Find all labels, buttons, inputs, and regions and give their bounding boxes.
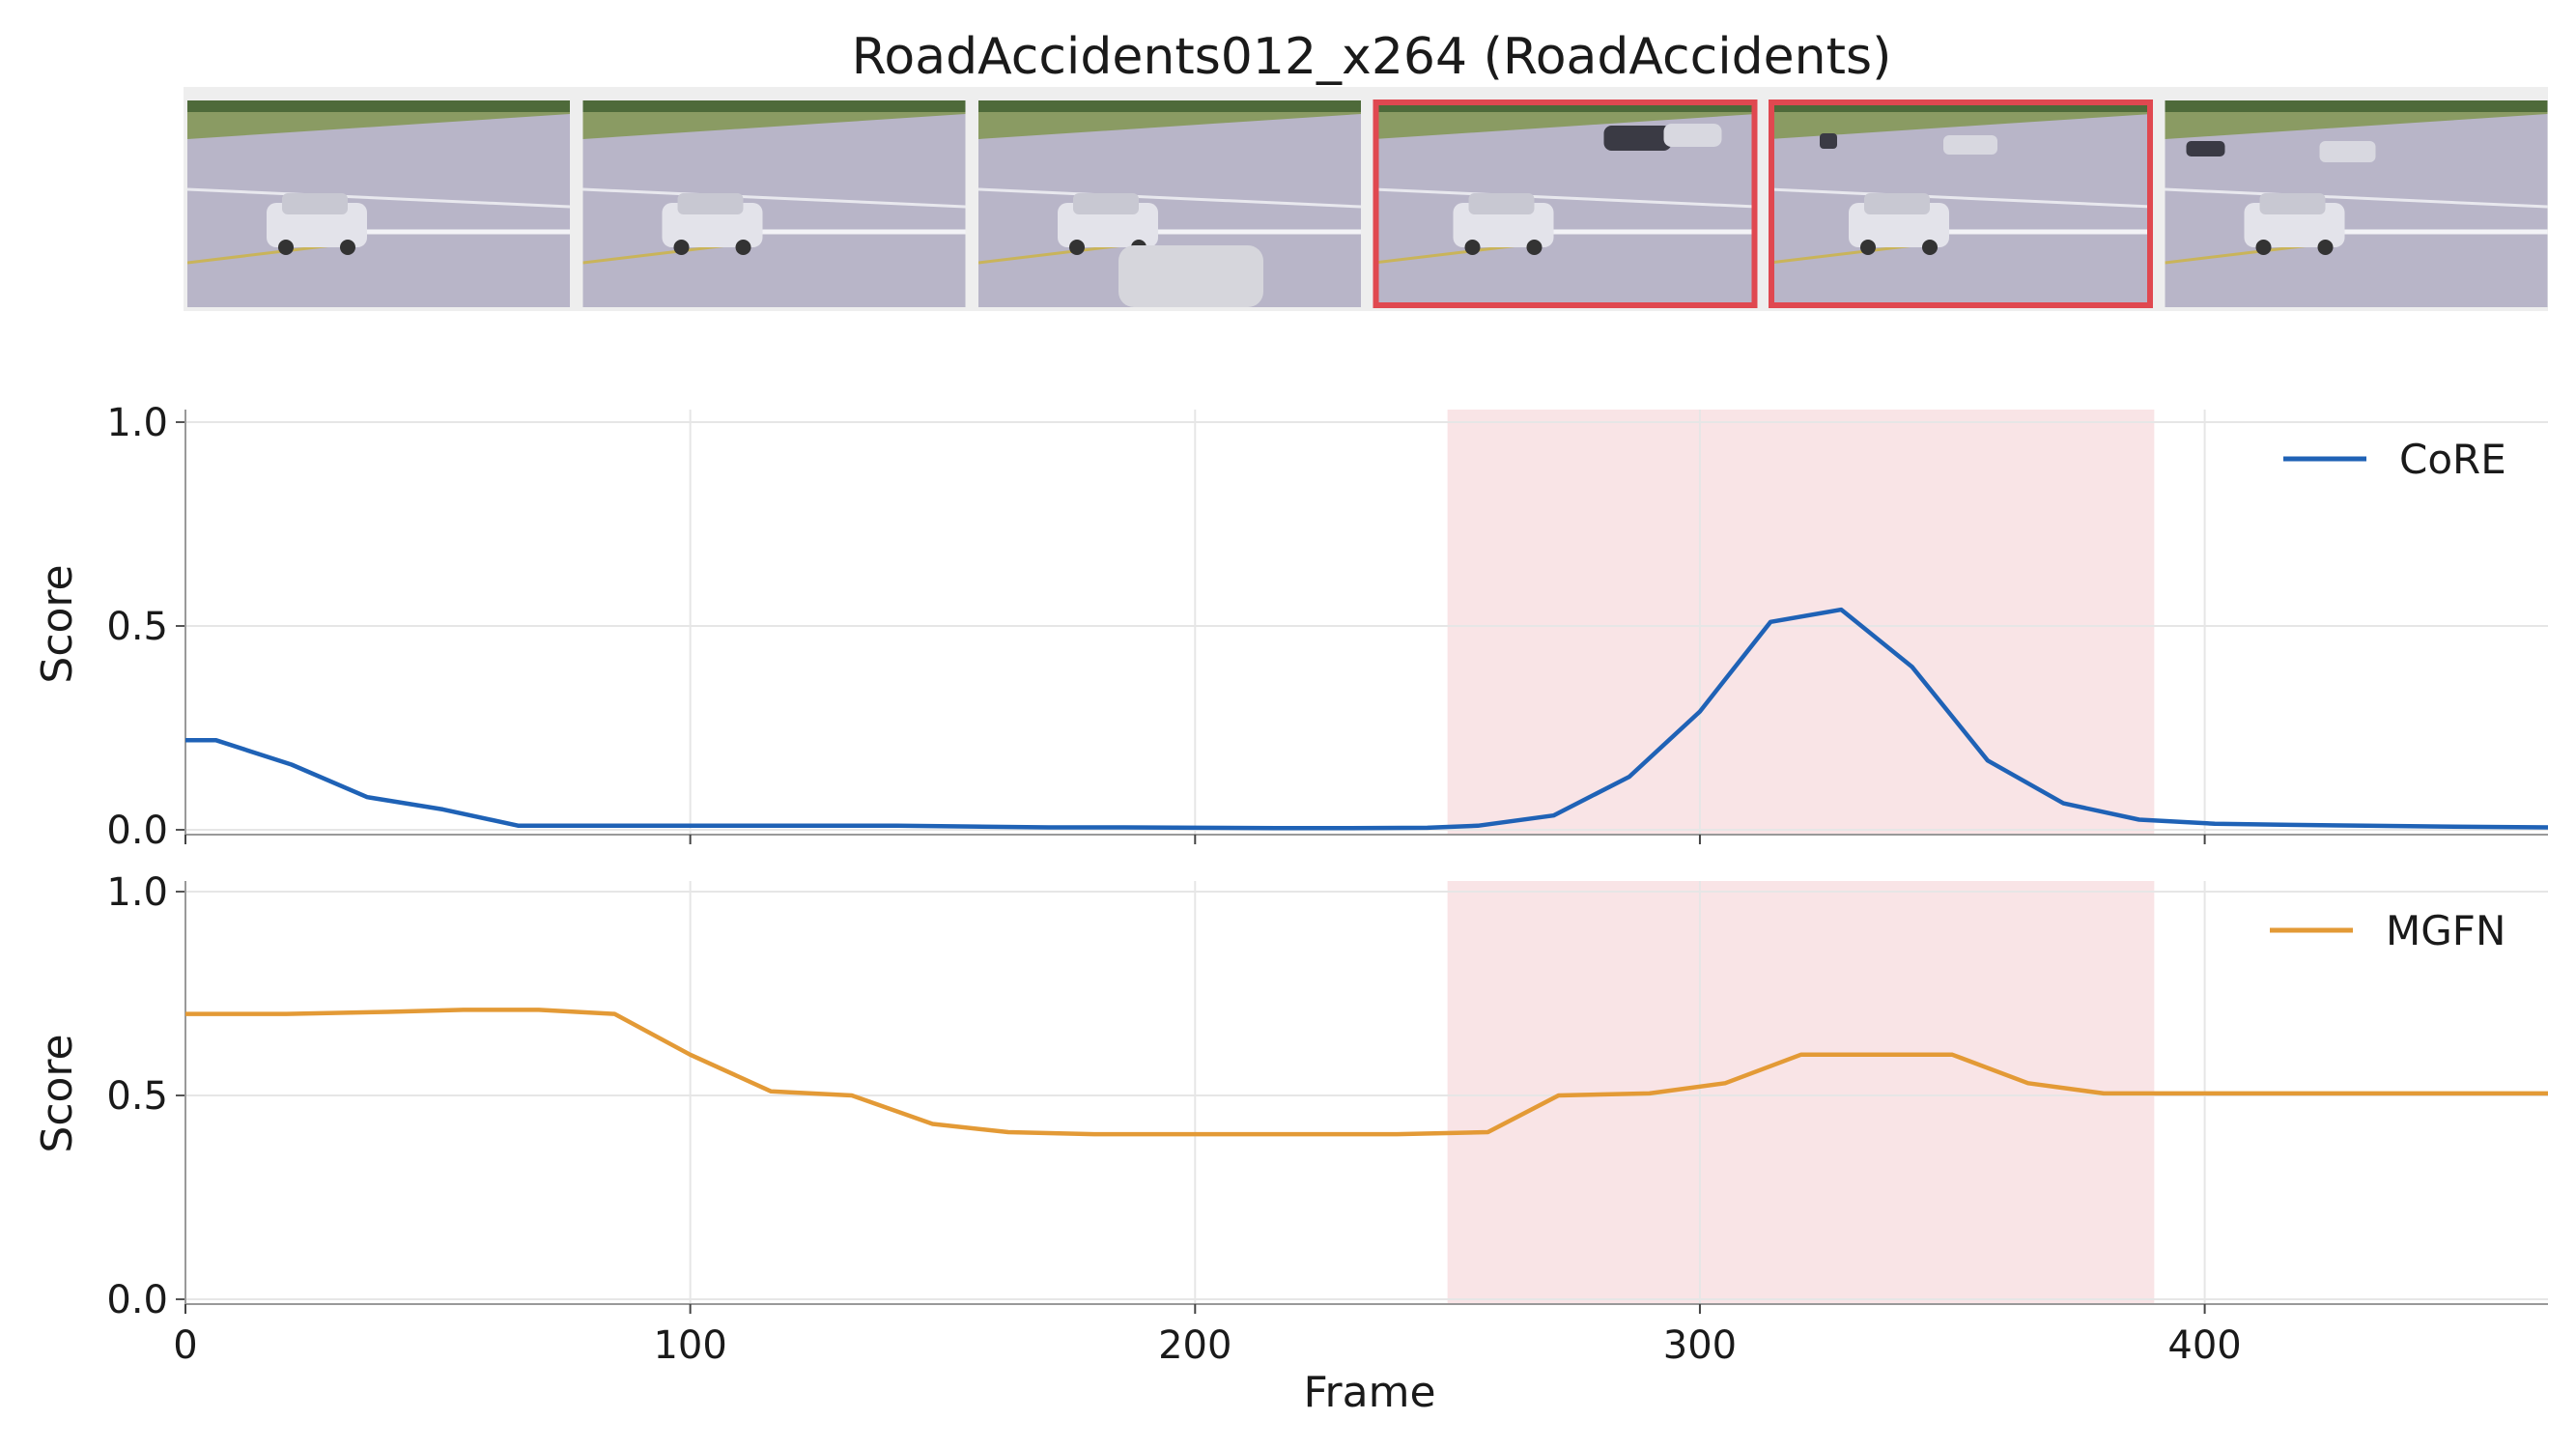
video-frame-thumbnail bbox=[978, 100, 1361, 307]
figure-title: RoadAccidents012_x264 (RoadAccidents) bbox=[852, 28, 1892, 86]
panel-0-ylabel: Score bbox=[33, 564, 82, 683]
x-tick-label: 0 bbox=[173, 1323, 197, 1368]
y-tick-label: 1.0 bbox=[106, 401, 168, 445]
video-frame-thumbnail bbox=[1373, 99, 1758, 308]
y-tick-label: 0.0 bbox=[106, 809, 168, 853]
ground-truth-anomaly-span bbox=[1447, 881, 2155, 1304]
video-frame-thumbnail bbox=[187, 100, 570, 307]
panel-1-ylabel: Score bbox=[33, 1034, 82, 1152]
y-tick-label: 0.5 bbox=[106, 1074, 168, 1119]
x-tick-label: 200 bbox=[1158, 1323, 1231, 1368]
y-tick-label: 0.5 bbox=[106, 605, 168, 649]
mgfn-score-panel: Score Frame 0.0 0.5 1.0 0 100 200 300 400 MGFN bbox=[33, 870, 2548, 1417]
ground-truth-anomaly-span bbox=[1447, 410, 2155, 835]
y-tick-label: 1.0 bbox=[106, 870, 168, 915]
thumbnail-strip bbox=[184, 87, 2548, 311]
anomaly-frame-highlight bbox=[1769, 99, 2153, 308]
video-frame-thumbnail bbox=[2165, 100, 2548, 307]
thumbnail-strip-background bbox=[184, 87, 2548, 311]
anomaly-frame-highlight bbox=[1373, 99, 1758, 308]
x-tick-label: 100 bbox=[653, 1323, 726, 1368]
y-tick-label: 0.0 bbox=[106, 1278, 168, 1322]
series-line-core bbox=[185, 607, 2549, 831]
video-frame-thumbnail bbox=[1769, 99, 2153, 308]
x-tick-label: 400 bbox=[2167, 1323, 2241, 1368]
legend-label: CoRE bbox=[2399, 436, 2506, 483]
x-tick-label: 300 bbox=[1663, 1323, 1737, 1368]
video-frame-thumbnail bbox=[582, 100, 966, 307]
core-score-panel: Score 0.0 0.5 1.0 CoRE bbox=[33, 401, 2549, 853]
legend-label: MGFN bbox=[2386, 907, 2505, 954]
x-axis-label: Frame bbox=[1303, 1368, 1435, 1417]
series-line-mgfn bbox=[185, 1008, 2548, 1137]
